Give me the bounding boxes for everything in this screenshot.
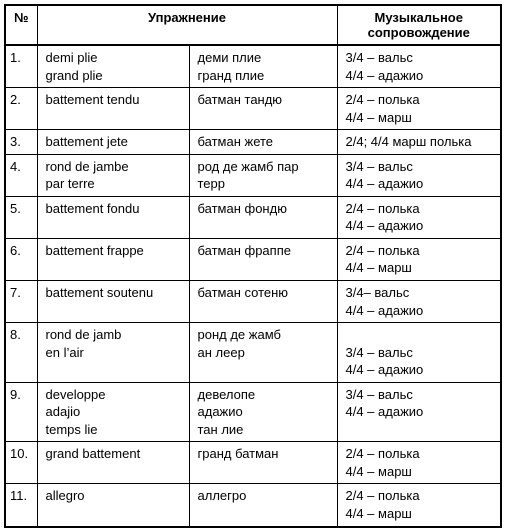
cell-exercise-fr: battement jete (37, 130, 189, 155)
cell-number: 1. (5, 45, 37, 88)
table-row: 10.grand battementгранд батман2/4 – поль… (5, 442, 501, 484)
table-row: 9.developpe adajio temps lieдевелопе ада… (5, 382, 501, 442)
cell-exercise-fr: demi plie grand plie (37, 45, 189, 88)
cell-exercise-fr: battement soutenu (37, 281, 189, 323)
cell-number: 10. (5, 442, 37, 484)
cell-exercise-fr: battement fondu (37, 196, 189, 238)
cell-exercise-ru: батман тандю (189, 88, 337, 130)
col-header-music: Музыкальное сопровождение (337, 5, 501, 45)
table-body: 1.demi plie grand plieдеми плие гранд пл… (5, 45, 501, 527)
table-row: 11.allegroаллегро2/4 – полька 4/4 – марш (5, 484, 501, 527)
cell-number: 4. (5, 154, 37, 196)
cell-exercise-ru: батман фондю (189, 196, 337, 238)
cell-exercise-fr: rond de jambe par terre (37, 154, 189, 196)
cell-exercise-ru: деми плие гранд плие (189, 45, 337, 88)
table-row: 8.rond de jamb en l’airронд де жамб ан л… (5, 323, 501, 383)
cell-number: 8. (5, 323, 37, 383)
cell-exercise-ru: род де жамб пар терр (189, 154, 337, 196)
exercise-table: № Упражнение Музыкальное сопровождение 1… (4, 4, 502, 528)
cell-music: 2/4 – полька 4/4 – адажио (337, 196, 501, 238)
cell-exercise-ru: гранд батман (189, 442, 337, 484)
table-row: 1.demi plie grand plieдеми плие гранд пл… (5, 45, 501, 88)
col-header-exercise: Упражнение (37, 5, 337, 45)
cell-music: 2/4 – полька 4/4 – марш (337, 88, 501, 130)
cell-music: 3/4– вальс 4/4 – адажио (337, 281, 501, 323)
table-row: 6.battement frappeбатман фраппе2/4 – пол… (5, 238, 501, 280)
table-row: 3.battement jeteбатман жете2/4; 4/4 марш… (5, 130, 501, 155)
cell-number: 3. (5, 130, 37, 155)
cell-exercise-ru: девелопе адажио тан лие (189, 382, 337, 442)
cell-number: 9. (5, 382, 37, 442)
cell-music: 2/4 – полька 4/4 – марш (337, 484, 501, 527)
cell-number: 7. (5, 281, 37, 323)
cell-exercise-ru: батман фраппе (189, 238, 337, 280)
cell-exercise-fr: battement frappe (37, 238, 189, 280)
cell-number: 5. (5, 196, 37, 238)
cell-exercise-fr: allegro (37, 484, 189, 527)
cell-number: 2. (5, 88, 37, 130)
cell-exercise-fr: grand battement (37, 442, 189, 484)
cell-number: 6. (5, 238, 37, 280)
cell-music: 3/4 – вальс 4/4 – адажио (337, 45, 501, 88)
cell-exercise-ru: батман жете (189, 130, 337, 155)
col-header-number: № (5, 5, 37, 45)
cell-exercise-ru: аллегро (189, 484, 337, 527)
cell-music: 3/4 – вальс 4/4 – адажио (337, 382, 501, 442)
cell-music: 3/4 – вальс 4/4 – адажио (337, 154, 501, 196)
cell-music: 2/4; 4/4 марш полька (337, 130, 501, 155)
cell-music: 3/4 – вальс 4/4 – адажио (337, 323, 501, 383)
cell-music: 2/4 – полька 4/4 – марш (337, 238, 501, 280)
table-row: 5.battement fonduбатман фондю2/4 – польк… (5, 196, 501, 238)
cell-exercise-fr: rond de jamb en l’air (37, 323, 189, 383)
cell-exercise-fr: battement tendu (37, 88, 189, 130)
cell-number: 11. (5, 484, 37, 527)
cell-exercise-ru: ронд де жамб ан леер (189, 323, 337, 383)
table-row: 2.battement tenduбатман тандю2/4 – польк… (5, 88, 501, 130)
table-row: 7.battement soutenuбатман сотеню3/4– вал… (5, 281, 501, 323)
cell-music: 2/4 – полька 4/4 – марш (337, 442, 501, 484)
cell-exercise-fr: developpe adajio temps lie (37, 382, 189, 442)
cell-exercise-ru: батман сотеню (189, 281, 337, 323)
table-header-row: № Упражнение Музыкальное сопровождение (5, 5, 501, 45)
table-row: 4.rond de jambe par terreрод де жамб пар… (5, 154, 501, 196)
